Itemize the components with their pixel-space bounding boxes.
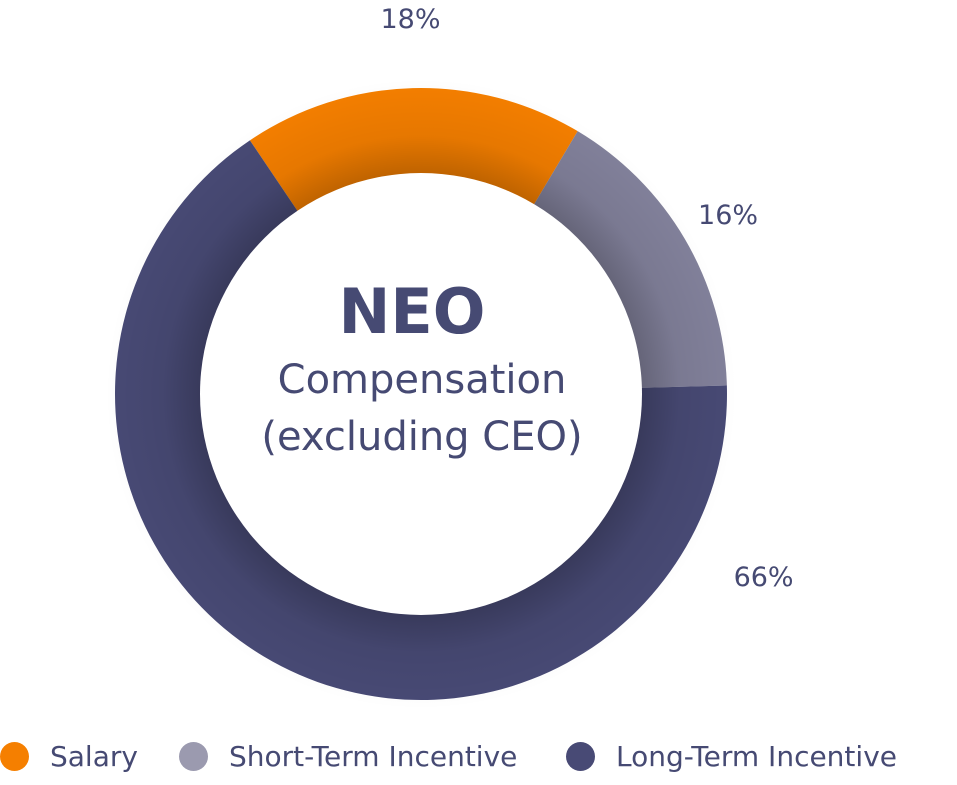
donut-hole bbox=[200, 173, 642, 615]
legend-label-long-term-incentive: Long-Term Incentive bbox=[616, 739, 897, 773]
value-label-salary: 18% bbox=[380, 4, 440, 35]
legend-dot-long-term-incentive bbox=[566, 741, 595, 771]
legend: Salary Short-Term Incentive Long-Term In… bbox=[0, 736, 957, 776]
center-title-line-3: (excluding CEO) bbox=[261, 414, 582, 460]
legend-item-salary: Salary bbox=[0, 736, 138, 776]
legend-dot-short-term-incentive bbox=[179, 741, 208, 771]
center-title-line-2: Compensation bbox=[278, 357, 567, 403]
center-title-line-1: NEO bbox=[339, 275, 486, 348]
value-labels: 18% 16% 66% bbox=[380, 4, 793, 593]
center-title: NEO Compensation (excluding CEO) bbox=[261, 275, 582, 460]
legend-label-short-term-incentive: Short-Term Incentive bbox=[229, 739, 518, 773]
legend-item-short-term-incentive: Short-Term Incentive bbox=[179, 736, 517, 776]
legend-label-salary: Salary bbox=[50, 739, 138, 773]
value-label-short-term-incentive: 16% bbox=[698, 200, 758, 231]
legend-item-long-term-incentive: Long-Term Incentive bbox=[566, 736, 897, 776]
value-label-long-term-incentive: 66% bbox=[734, 562, 794, 593]
legend-dot-salary bbox=[0, 741, 29, 771]
